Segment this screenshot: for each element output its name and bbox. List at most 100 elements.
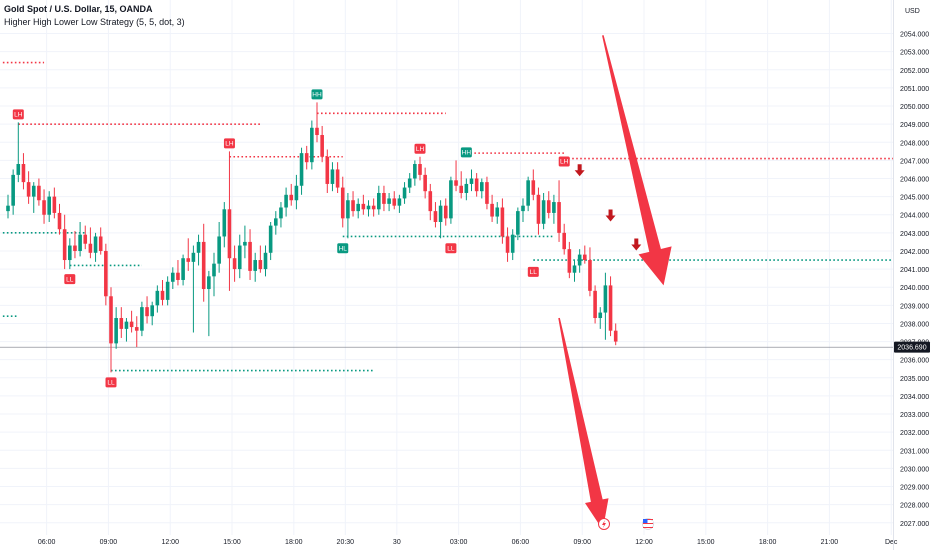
flag-stripe (643, 527, 653, 528)
y-tick-label: 2029.000 (900, 485, 929, 492)
candle-body (274, 218, 278, 226)
candle-body (613, 330, 618, 342)
candle-body (552, 202, 556, 213)
candle-body (325, 156, 330, 184)
pivot-marker-box (414, 143, 426, 154)
down-arrows (574, 164, 642, 251)
y-tick-label: 2041.000 (900, 267, 929, 274)
candle-body (150, 305, 154, 317)
price-scale[interactable]: 2027.000 2028.000 2029.000 2030.000 2031.000… (894, 8, 930, 528)
candle-body (201, 241, 206, 290)
y-tick-label: 2052.000 (900, 68, 929, 75)
candle-body (73, 245, 77, 251)
x-tick-label: 20:30 (337, 539, 355, 546)
candle-body (6, 205, 10, 212)
y-tick-label: 2047.000 (900, 158, 929, 165)
pivot-marker-label: LL (66, 276, 74, 283)
candle-body (361, 203, 366, 210)
candle-body (464, 183, 469, 193)
candle-body (284, 194, 288, 208)
candle-body (93, 236, 98, 253)
candle-body (366, 205, 371, 210)
candle-body (423, 174, 427, 192)
y-tick-label: 2028.000 (900, 503, 929, 510)
candle-body (459, 185, 463, 193)
y-tick-label: 2053.000 (900, 50, 929, 57)
candle-body (593, 290, 597, 319)
indicator-title[interactable]: Higher High Lower Low Strategy (5, 5, do… (4, 17, 185, 27)
candle-body (104, 250, 108, 297)
y-tick-label: 2035.000 (900, 376, 929, 383)
candle-body (294, 185, 299, 201)
current-price-tag (894, 341, 930, 353)
event-icons[interactable] (598, 518, 654, 530)
candle-body (248, 241, 252, 271)
candle-body (11, 174, 15, 206)
y-tick-label: 2043.000 (900, 231, 929, 238)
candle-body (88, 243, 93, 253)
x-tick-label: 21:00 (821, 539, 839, 546)
down-arrow-icon (574, 164, 585, 177)
x-tick-label: 15:00 (223, 539, 241, 546)
x-tick-label: 06:00 (512, 539, 530, 546)
candle-body (521, 205, 525, 212)
candle-body (186, 258, 191, 262)
lightning-bolt (602, 520, 606, 528)
candle-body (438, 205, 443, 222)
candle-body (145, 307, 149, 317)
candle-body (26, 182, 31, 197)
candle-body (536, 194, 541, 224)
candle-body (243, 241, 247, 246)
pivot-marker-box (64, 274, 76, 285)
pivot-marker-box (460, 147, 472, 158)
candle-body (371, 205, 376, 210)
pivot-marker-label: LH (14, 112, 23, 119)
flag-stripe (643, 523, 653, 524)
candle-body (495, 207, 500, 217)
candle-body (196, 241, 201, 253)
candle-body (510, 234, 515, 253)
pivot-marker-box (445, 243, 457, 254)
annotation-arrows (558, 35, 672, 530)
pivot-marker-box (558, 156, 570, 167)
candle-body (129, 321, 134, 328)
candle-body (16, 164, 21, 175)
pivot-marker-box (527, 266, 539, 277)
candle-body (217, 236, 221, 264)
candle-body (37, 185, 41, 201)
candle-body (500, 207, 505, 237)
pivot-levels (0, 61, 893, 372)
candle-body (443, 205, 448, 219)
candle-body (546, 200, 551, 213)
candle-body (119, 318, 124, 329)
candle-body (474, 178, 479, 192)
candle-body (377, 192, 381, 210)
candle-body (279, 207, 283, 219)
candle-body (588, 260, 592, 291)
pivot-marker-label: LL (447, 246, 455, 253)
pivot-marker-box (223, 138, 235, 149)
candle-body (526, 180, 530, 206)
candle-body (562, 232, 566, 250)
candle-body (485, 182, 489, 204)
symbol-title[interactable]: Gold Spot / U.S. Dollar, 15, OANDA (4, 4, 153, 14)
y-tick-label: 2040.000 (900, 285, 929, 292)
price-scale-separator (893, 0, 894, 550)
pivot-marker-box (337, 243, 349, 254)
y-tick-label: 2046.000 (900, 177, 929, 184)
flag-canton (643, 519, 648, 523)
candle-body (356, 203, 360, 212)
candle-body (207, 276, 211, 290)
candle-body (413, 164, 417, 179)
candle-body (449, 180, 453, 219)
candle-body (47, 196, 51, 215)
candle-body (490, 203, 494, 217)
candle-body (165, 281, 170, 300)
y-tick-label: 2038.000 (900, 321, 929, 328)
x-axis[interactable]: 06:00 09:00 12:00 15:00 18:00 20:30 30 03:00 06:… (38, 539, 898, 546)
pivot-marker-label: LH (416, 146, 425, 153)
candle-body (176, 272, 180, 280)
candle-body (83, 234, 88, 244)
y-tick-label: 2051.000 (900, 86, 929, 93)
